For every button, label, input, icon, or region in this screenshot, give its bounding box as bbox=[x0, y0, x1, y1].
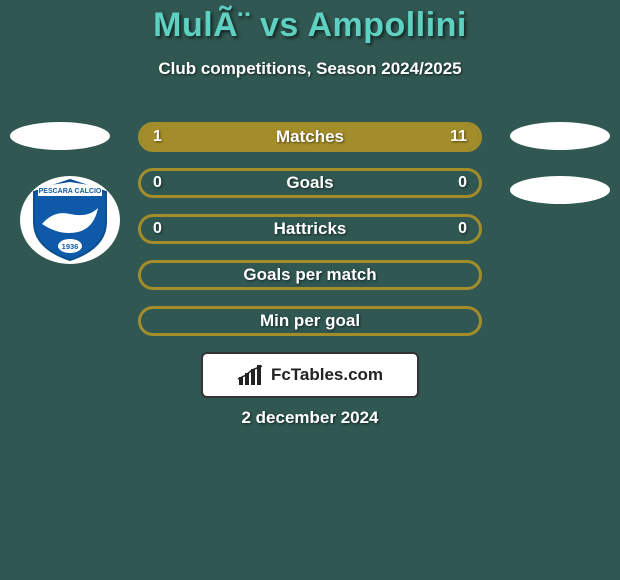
bar-value-left: 0 bbox=[153, 174, 162, 192]
player-left-ellipse bbox=[10, 122, 110, 150]
bar-value-right: 0 bbox=[458, 174, 467, 192]
page-title: MulÃ¨ vs Ampollini bbox=[0, 0, 620, 45]
bar-chart-icon bbox=[237, 363, 267, 387]
stat-bar: Hattricks0 0 bbox=[138, 214, 482, 244]
stat-bar: Goals0 0 bbox=[138, 168, 482, 198]
bar-label: Goals per match bbox=[141, 265, 479, 285]
bar-label: Goals bbox=[141, 173, 479, 193]
stat-bar: Min per goal bbox=[138, 306, 482, 336]
page: MulÃ¨ vs Ampollini Club competitions, Se… bbox=[0, 0, 620, 580]
bar-value-right: 11 bbox=[450, 128, 467, 146]
bar-value-left: 0 bbox=[153, 220, 162, 238]
bar-value-left: 1 bbox=[153, 128, 162, 146]
bar-label: Matches bbox=[141, 127, 479, 147]
player-right-ellipse-1 bbox=[510, 122, 610, 150]
club-logo: PESCARA CALCIO 1936 bbox=[20, 176, 120, 264]
logo-top-text: PESCARA CALCIO bbox=[39, 188, 102, 195]
subtitle: Club competitions, Season 2024/2025 bbox=[0, 59, 620, 79]
date-text: 2 december 2024 bbox=[0, 408, 620, 428]
brand-box[interactable]: FcTables.com bbox=[201, 352, 419, 398]
stats-bars: Matches111Goals00Hattricks00Goals per ma… bbox=[138, 122, 482, 352]
bar-label: Min per goal bbox=[141, 311, 479, 331]
brand-text: FcTables.com bbox=[271, 365, 383, 385]
player-right-ellipse-2 bbox=[510, 176, 610, 204]
pescara-crest-icon: PESCARA CALCIO 1936 bbox=[28, 178, 112, 262]
logo-year: 1936 bbox=[62, 242, 79, 251]
bar-label: Hattricks bbox=[141, 219, 479, 239]
stat-bar: Matches111 bbox=[138, 122, 482, 152]
stat-bar: Goals per match bbox=[138, 260, 482, 290]
bar-value-right: 0 bbox=[458, 220, 467, 238]
